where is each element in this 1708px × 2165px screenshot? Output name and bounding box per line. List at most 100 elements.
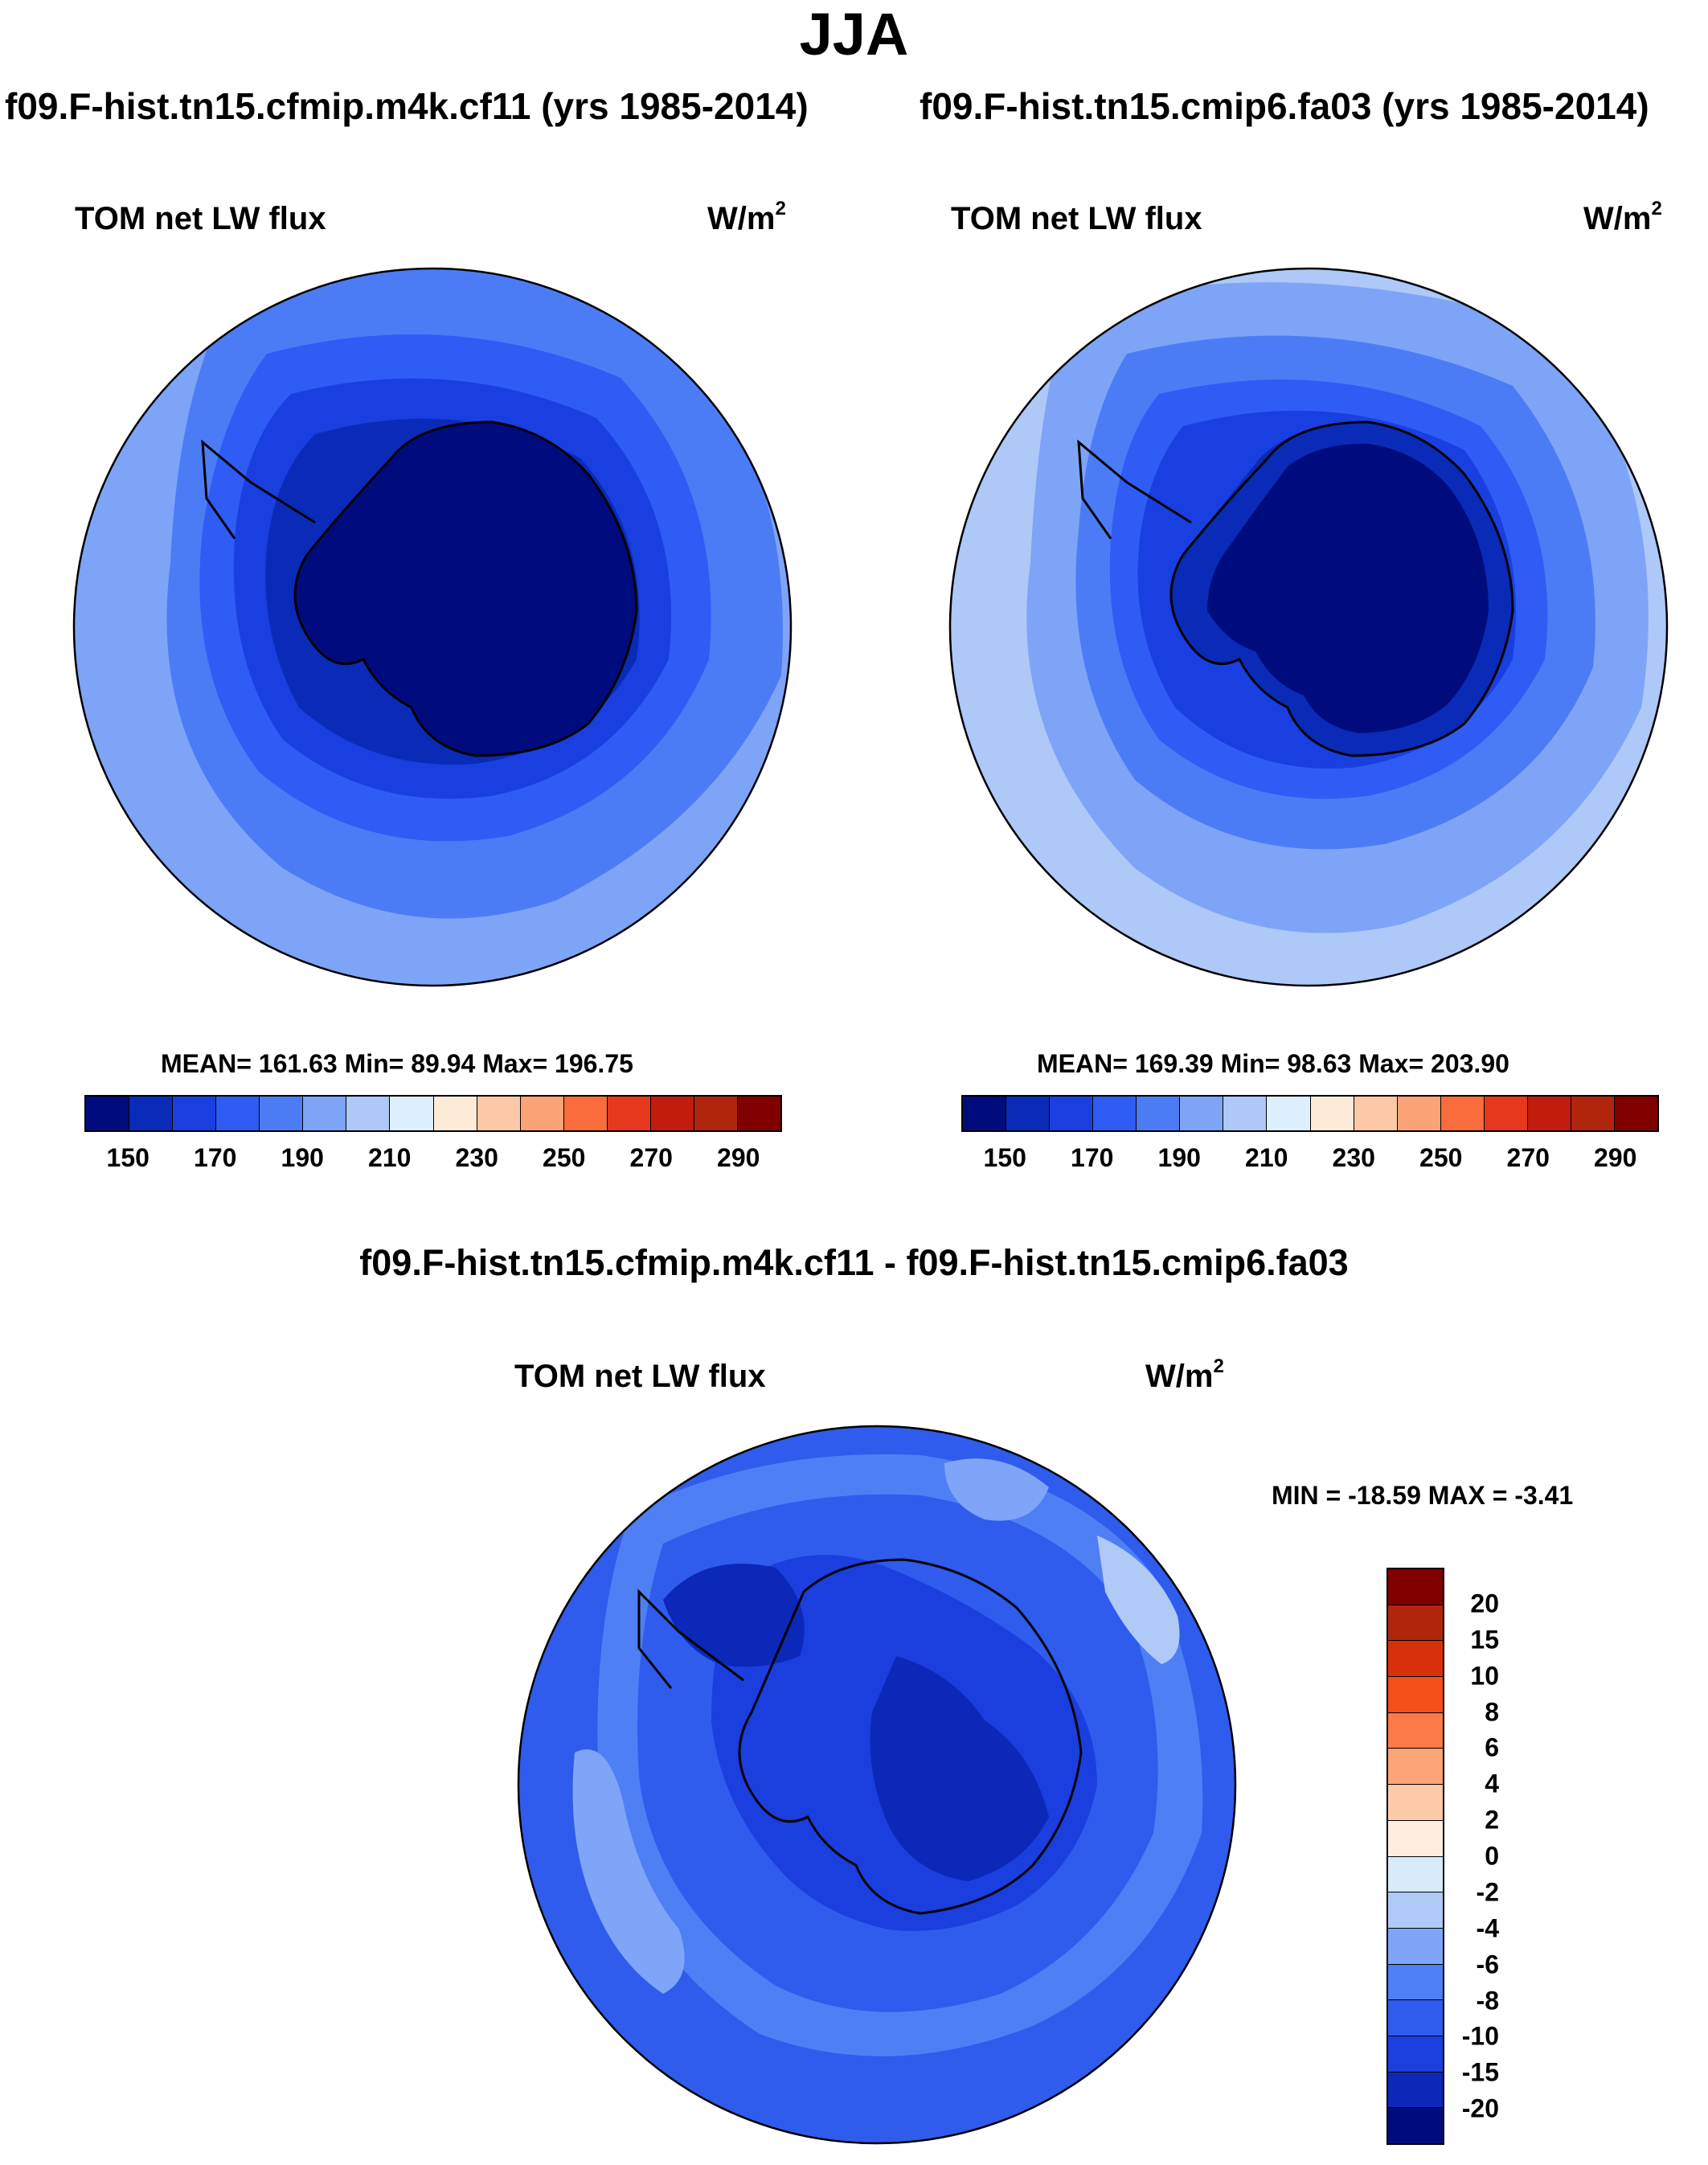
colorbar-tick-label: -20 [1461,2093,1499,2123]
colorbar-swatch [1388,1677,1443,1713]
colorbar-swatch [563,1097,608,1130]
right-peninsula [1077,439,1192,539]
colorbar-swatch [1388,2036,1443,2073]
colorbar-tick-label: 230 [455,1143,498,1172]
colorbar-swatch [1388,2000,1443,2036]
colorbar-tick-label: 230 [1332,1143,1375,1172]
colorbar-tick-label: 15 [1470,1625,1499,1655]
colorbar-swatch [1006,1097,1051,1130]
season-title: JJA [799,1,909,68]
right-coastline [1169,420,1514,757]
colorbar-swatch [1354,1097,1398,1130]
colorbar-tick-label: 0 [1485,1841,1499,1871]
colorbar-swatch [260,1097,304,1130]
colorbar-swatch [1180,1097,1224,1130]
colorbar-swatch [433,1097,477,1130]
colorbar-tick-label: -10 [1461,2021,1499,2051]
diff-contour-2-east [1097,1536,1180,1664]
colorbar-swatch [1388,1605,1443,1642]
colorbar-swatch [1050,1097,1094,1130]
diff-contour-4-west [572,1749,685,1994]
colorbar-swatch [1388,1856,1443,1893]
colorbar-tick-label: 210 [1245,1143,1288,1172]
diff-stats: MIN = -18.59 MAX = -3.41 [1272,1481,1574,1510]
colorbar-tick-label: -2 [1476,1877,1499,1907]
colorbar-tick-label: 270 [1506,1143,1550,1172]
colorbar-swatch [1571,1097,1615,1130]
colorbar-swatch [1388,1820,1443,1857]
colorbar-swatch [963,1097,1007,1130]
colorbar-swatch [477,1097,521,1130]
colorbar-tick-label: 2 [1485,1805,1499,1835]
diff-peninsula [637,1589,744,1689]
colorbar-swatch [1223,1097,1268,1130]
colorbar-swatch [1614,1097,1657,1130]
colorbar-swatch [520,1097,564,1130]
colorbar-swatch [173,1097,217,1130]
colorbar-tick-label: 8 [1485,1697,1499,1726]
colorbar-swatch [1397,1097,1441,1130]
colorbar-swatch [1527,1097,1571,1130]
diff-colorbar [1386,1568,1444,2145]
colorbar-swatch [129,1097,174,1130]
colorbar-tick-label: -6 [1476,1950,1499,1979]
right-stats: MEAN= 169.39 Min= 98.63 Max= 203.90 [1037,1049,1509,1078]
colorbar-tick-label: -8 [1476,1986,1499,2015]
left-coastline [293,420,638,757]
colorbar-swatch [1388,1712,1443,1749]
left-field-label: TOM net LW flux [75,201,326,236]
diff-field-label: TOM net LW flux [514,1359,766,1394]
colorbar-tick-label: 250 [543,1143,586,1172]
colorbar-swatch [1267,1097,1311,1130]
colorbar-swatch [1388,1749,1443,1786]
left-colorbar [84,1095,782,1132]
left-antarctica-interior [295,422,637,756]
colorbar-swatch [737,1097,780,1130]
left-case-title: f09.F-hist.tn15.cfmip.m4k.cf11 (yrs 1985… [5,85,809,127]
left-units: W/m2 [707,198,786,236]
colorbar-tick-label: 170 [194,1143,237,1172]
colorbar-swatch [694,1097,738,1130]
diff-contour-4-north [944,1458,1049,1521]
left-peninsula [201,439,316,539]
left-stats: MEAN= 161.63 Min= 89.94 Max= 196.75 [161,1049,633,1078]
colorbar-swatch [1440,1097,1485,1130]
colorbar-tick-label: 270 [629,1143,673,1172]
right-map-border [948,267,1669,987]
colorbar-tick-label: 10 [1470,1661,1499,1691]
colorbar-tick-label: 210 [368,1143,412,1172]
colorbar-swatch [1388,1641,1443,1678]
colorbar-swatch [390,1097,434,1130]
colorbar-swatch [1388,1785,1443,1821]
diff-polar-map [517,1425,1237,2145]
colorbar-swatch [1388,2108,1443,2143]
right-units: W/m2 [1583,198,1662,236]
colorbar-swatch [303,1097,347,1130]
colorbar-tick-label: 290 [717,1143,760,1172]
right-antarctica-interior [1207,443,1489,733]
diff-map-border [517,1425,1237,2145]
diff-contour-15-interior [870,1656,1049,1881]
colorbar-swatch [1137,1097,1181,1130]
right-polar-map [948,267,1669,987]
diff-contour-15-peninsula [663,1564,805,1667]
colorbar-swatch [1388,1964,1443,2001]
colorbar-swatch [1093,1097,1137,1130]
colorbar-swatch [650,1097,694,1130]
colorbar-swatch [1388,1892,1443,1929]
colorbar-tick-label: -15 [1461,2057,1499,2087]
left-polar-map [72,267,793,987]
colorbar-tick-label: 170 [1071,1143,1114,1172]
colorbar-tick-label: 150 [106,1143,150,1172]
right-colorbar [961,1095,1659,1132]
colorbar-swatch [1388,1569,1443,1605]
colorbar-swatch [1310,1097,1354,1130]
colorbar-tick-label: -4 [1476,1913,1499,1943]
diff-title: f09.F-hist.tn15.cfmip.m4k.cf11 - f09.F-h… [359,1242,1349,1283]
colorbar-tick-label: 20 [1470,1589,1499,1618]
colorbar-tick-label: 6 [1485,1732,1499,1762]
colorbar-tick-label: 190 [281,1143,324,1172]
colorbar-tick-label: 290 [1594,1143,1637,1172]
colorbar-tick-label: 4 [1485,1769,1499,1798]
diff-units: W/m2 [1145,1355,1224,1394]
